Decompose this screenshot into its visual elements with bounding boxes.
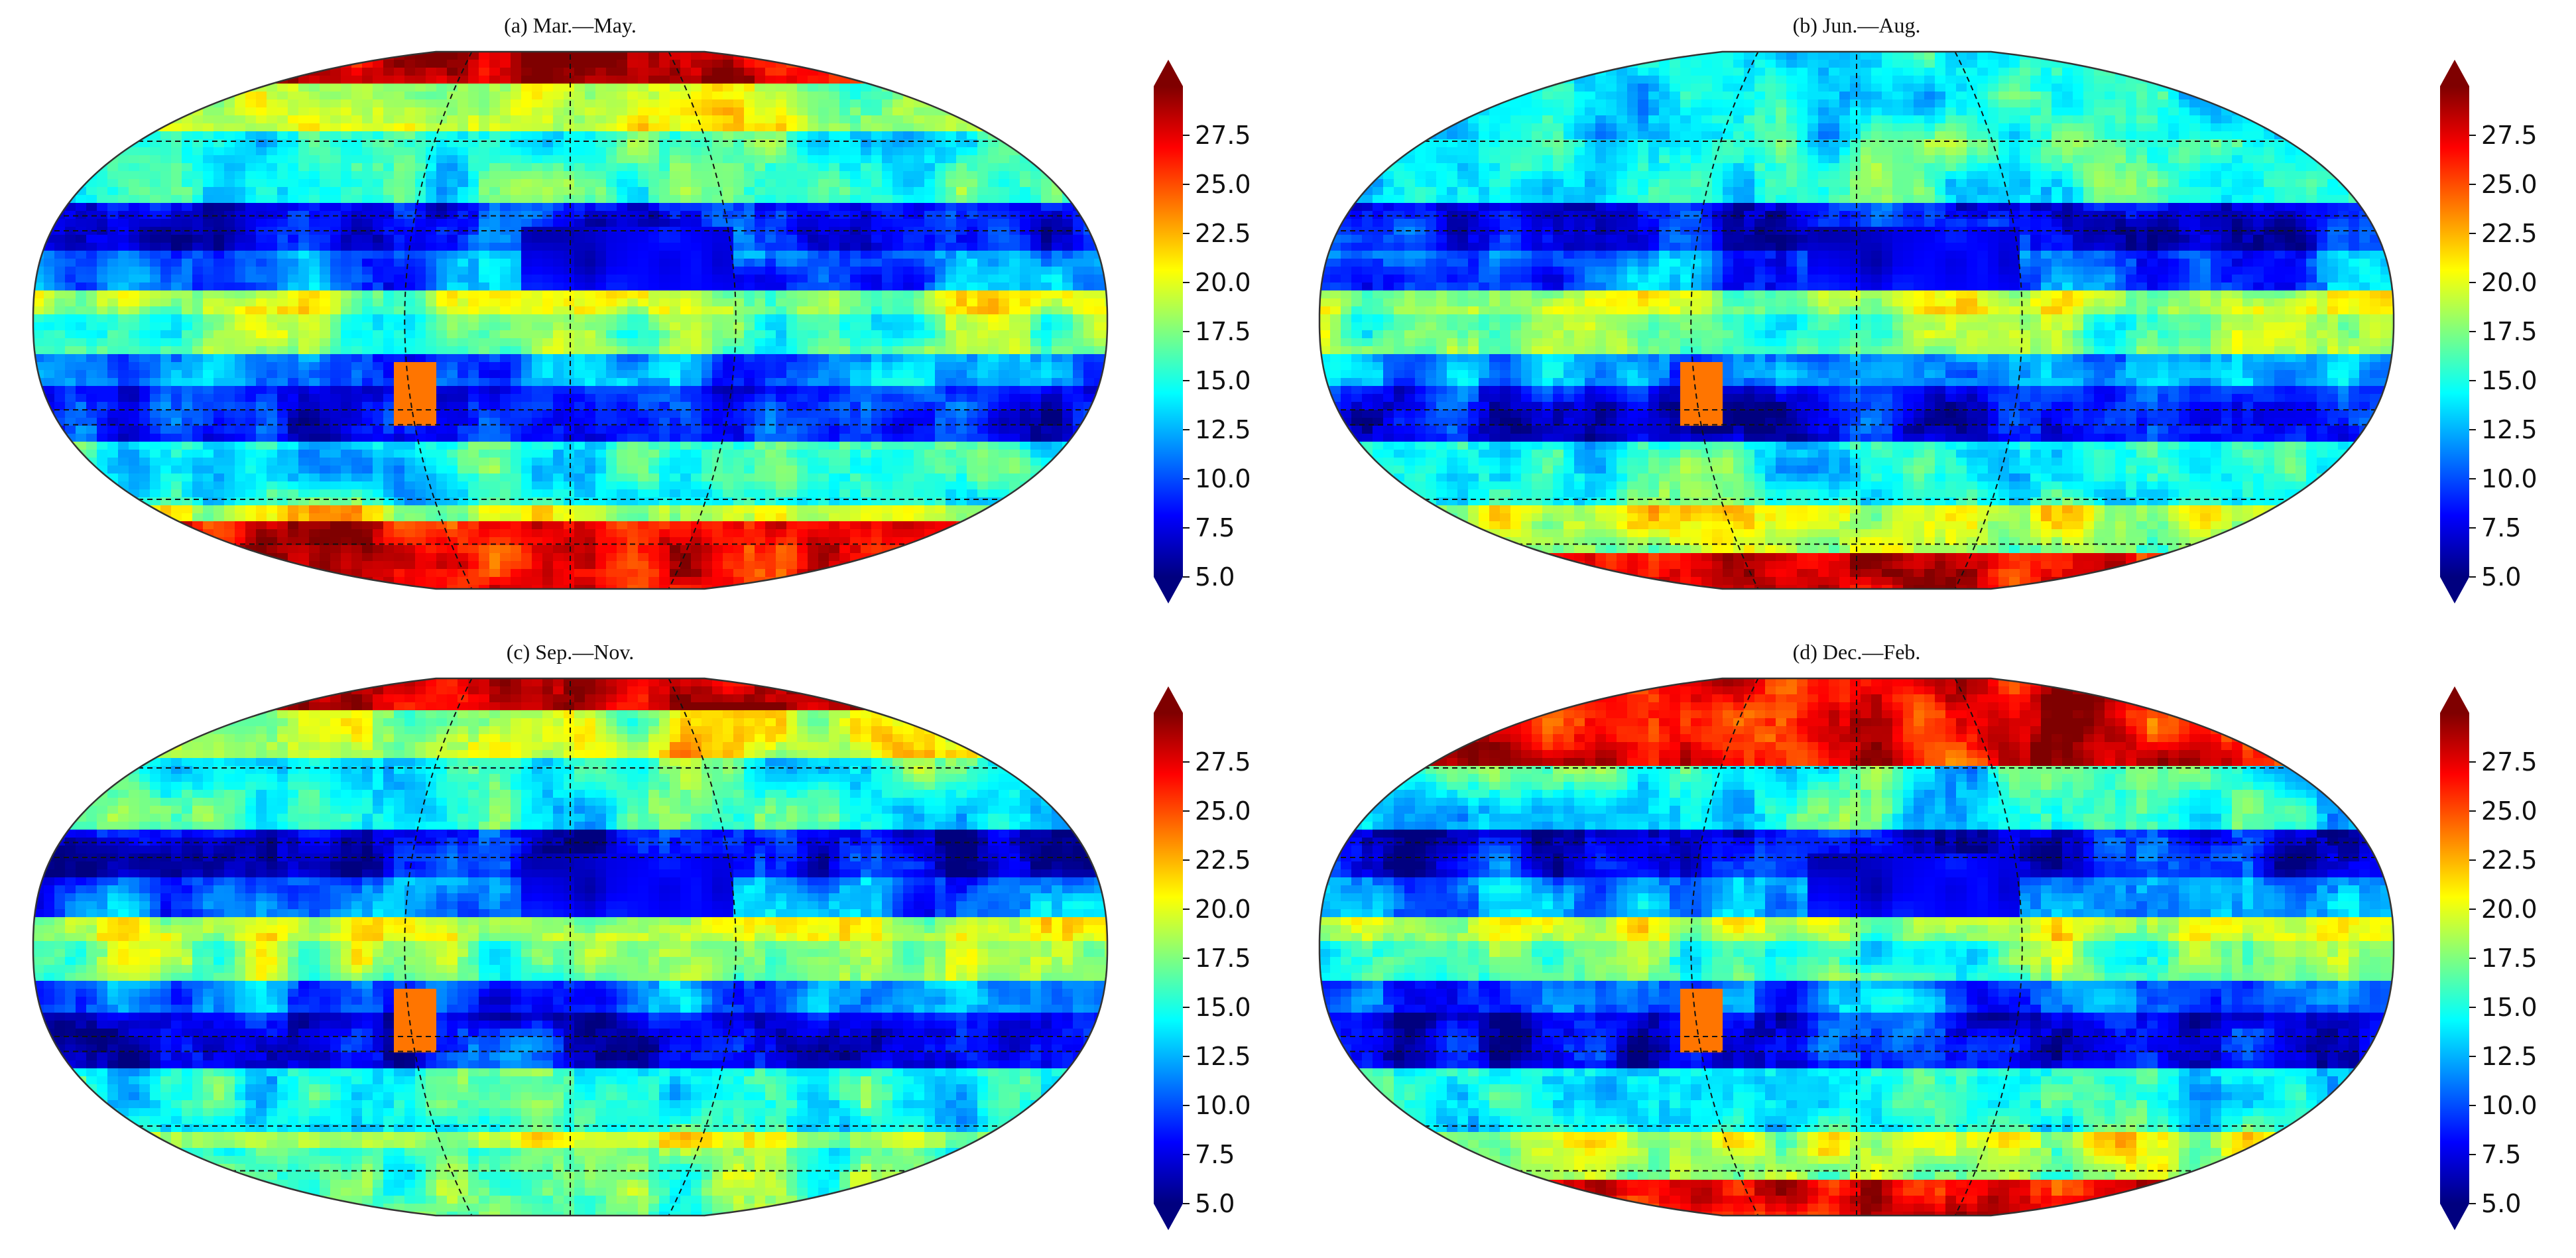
colorbar-tick-label: 27.5	[1195, 121, 1251, 150]
map-panel-d: (d) Dec.—Feb. 5.0 7.5 10.0 12.5 15.0 17.5 20.0 2…	[1313, 640, 2559, 1237]
colorbar-tick-label: 27.5	[2481, 747, 2538, 777]
colorbar-tick-label: 5.0	[2481, 1189, 2521, 1218]
data-field	[1319, 52, 2394, 589]
data-field	[33, 52, 1107, 589]
map-boundary	[1318, 677, 2395, 1217]
colorbar-tick-label: 10.0	[1195, 464, 1251, 493]
colorbar-extend-min	[2440, 1204, 2469, 1230]
colorbar-extend-max	[1154, 686, 1183, 713]
map-canvas	[1318, 677, 2395, 1217]
colorbar-tick-label: 17.5	[2481, 944, 2538, 973]
colorbar-tick-label: 25.0	[1195, 796, 1251, 826]
colorbar-tick-label: 25.0	[2481, 796, 2538, 826]
colorbar-tick-label: 27.5	[2481, 121, 2538, 150]
colorbar-tick-label: 15.0	[1195, 993, 1251, 1022]
colorbar-tick-label: 25.0	[2481, 170, 2538, 199]
data-field	[1319, 678, 2394, 1216]
colorbar-tick-label: 25.0	[1195, 170, 1251, 199]
colorbar-tick-label: 17.5	[2481, 317, 2538, 346]
colorbar-tick-label: 20.0	[1195, 268, 1251, 297]
colorbar: 5.0 7.5 10.0 12.5 15.0 17.5 20.0 22.5 25.0 27.5	[2440, 60, 2538, 603]
map-panel-b: (b) Jun.—Aug. 5.0 7.5 10.0 12.5 15.0 17.5 20.0 2…	[1313, 13, 2559, 610]
colorbar-tick-label: 17.5	[1195, 317, 1251, 346]
colorbar-tick-label: 10.0	[1195, 1091, 1251, 1120]
colorbar-tick-label: 20.0	[2481, 895, 2538, 924]
map-panel-a: (a) Mar.—May. 5.0 7.5 10.0 12.5 15.0 17.5 20.0 2…	[27, 13, 1273, 610]
map-boundary	[1318, 50, 2395, 590]
colorbar-tick-label: 10.0	[2481, 464, 2538, 493]
colorbar-tick-label: 7.5	[2481, 513, 2521, 542]
panel-title: (b) Jun.—Aug.	[1313, 13, 2400, 38]
colorbar-extend-max	[2440, 686, 2469, 713]
colorbar-tick-label: 20.0	[2481, 268, 2538, 297]
colorbar-tick-label: 10.0	[2481, 1091, 2538, 1120]
colorbar-extend-min	[1154, 1204, 1183, 1230]
colorbar-tick-label: 15.0	[1195, 366, 1251, 395]
map-canvas	[32, 50, 1109, 590]
graticule	[33, 678, 1107, 1216]
colorbar: 5.0 7.5 10.0 12.5 15.0 17.5 20.0 22.5 25.0 27.5	[2440, 686, 2538, 1230]
map-canvas	[32, 677, 1109, 1217]
colorbar-tick-label: 12.5	[2481, 1042, 2538, 1071]
colorbar-tick-label: 12.5	[1195, 1042, 1251, 1071]
colorbar-tick-label: 7.5	[1195, 513, 1235, 542]
colorbar-tick-label: 20.0	[1195, 895, 1251, 924]
colorbar-tick-label: 22.5	[2481, 846, 2538, 875]
colorbar-tick-label: 17.5	[1195, 944, 1251, 973]
map-panel-c: (c) Sep.—Nov. 5.0 7.5 10.0 12.5 15.0 17.5 20.0 2…	[27, 640, 1273, 1237]
colorbar: 5.0 7.5 10.0 12.5 15.0 17.5 20.0 22.5 25.0 27.5	[1154, 686, 1251, 1230]
panel-title: (a) Mar.—May.	[27, 13, 1114, 38]
map-boundary	[32, 677, 1109, 1217]
colorbar-tick-label: 5.0	[1195, 1189, 1235, 1218]
map-boundary	[32, 50, 1109, 590]
colorbar-extend-min	[1154, 577, 1183, 603]
colorbar-tick-label: 27.5	[1195, 747, 1251, 777]
colorbar-tick-label: 22.5	[2481, 219, 2538, 248]
colorbar-tick-label: 12.5	[2481, 415, 2538, 444]
colorbar-extend-max	[2440, 60, 2469, 86]
colorbar-tick-label: 22.5	[1195, 846, 1251, 875]
data-field	[33, 678, 1107, 1216]
colorbar: 5.0 7.5 10.0 12.5 15.0 17.5 20.0 22.5 25.0 27.5	[1154, 60, 1251, 603]
colorbar-tick-label: 15.0	[2481, 993, 2538, 1022]
colorbar-tick-label: 5.0	[2481, 562, 2521, 592]
colorbar-tick-label: 12.5	[1195, 415, 1251, 444]
colorbar-extend-min	[2440, 577, 2469, 603]
panel-title: (d) Dec.—Feb.	[1313, 640, 2400, 664]
colorbar-tick-label: 7.5	[2481, 1140, 2521, 1169]
colorbar-tick-label: 15.0	[2481, 366, 2538, 395]
colorbar-tick-label: 5.0	[1195, 562, 1235, 592]
map-canvas	[1318, 50, 2395, 590]
graticule	[33, 52, 1107, 589]
colorbar-extend-max	[1154, 60, 1183, 86]
colorbar-tick-label: 7.5	[1195, 1140, 1235, 1169]
panel-title: (c) Sep.—Nov.	[27, 640, 1114, 664]
colorbar-tick-label: 22.5	[1195, 219, 1251, 248]
